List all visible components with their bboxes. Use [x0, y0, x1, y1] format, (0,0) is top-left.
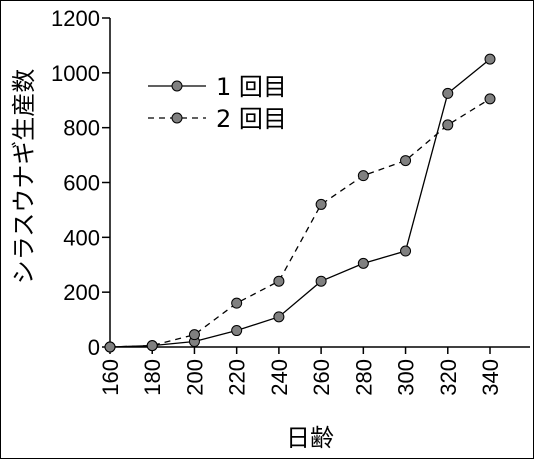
series-2-point — [315, 198, 327, 210]
y-tick-label: 1200 — [51, 6, 100, 31]
y-tick-label: 800 — [63, 116, 100, 141]
x-tick-label: 180 — [140, 359, 165, 396]
x-tick-label: 260 — [309, 359, 334, 396]
series-line-1 — [109, 58, 491, 348]
series-2-point — [273, 275, 285, 287]
legend-marker-1 — [171, 80, 183, 92]
series-1-point — [442, 87, 454, 99]
y-tick-label: 1000 — [51, 61, 100, 86]
legend: 1 回目 2 回目 — [148, 73, 287, 133]
y-tick-label: 0 — [88, 335, 100, 360]
x-ticks: 160 180 200 220 240 260 280 300 320 340 — [98, 347, 503, 396]
x-tick-label: 220 — [225, 359, 250, 396]
series-1-point — [231, 325, 243, 337]
series-1-point — [484, 53, 496, 65]
series-2-point — [231, 297, 243, 309]
x-tick-label: 200 — [182, 359, 207, 396]
y-tick-label: 600 — [63, 171, 100, 196]
axes — [109, 18, 530, 348]
y-ticks: 0 200 400 600 800 1000 1200 — [51, 6, 110, 360]
series-2-point — [188, 329, 200, 341]
legend-label-1: 1 回目 — [216, 73, 287, 101]
x-tick-label: 240 — [267, 359, 292, 396]
series-2-point — [400, 155, 412, 167]
series-lines — [109, 58, 491, 348]
y-tick-label: 200 — [63, 280, 100, 305]
series-1-point — [357, 257, 369, 269]
y-tick-label: 400 — [63, 225, 100, 250]
legend-marker-2 — [171, 112, 183, 124]
series-2-point — [146, 340, 158, 352]
x-tick-label: 340 — [478, 359, 503, 396]
series-2-point — [484, 93, 496, 105]
series-line-2 — [109, 98, 491, 348]
legend-label-2: 2 回目 — [216, 105, 287, 133]
x-axis-label: 日齢 — [286, 424, 334, 452]
x-tick-label: 160 — [98, 359, 123, 396]
series-2-point — [442, 119, 454, 131]
series-2-point — [104, 341, 116, 353]
series-1-point — [315, 275, 327, 287]
series-1-point — [273, 311, 285, 323]
series-1-point — [400, 245, 412, 257]
series-2-point — [357, 170, 369, 182]
y-axis-label: シラスウナギ生産数 — [10, 69, 38, 285]
x-tick-label: 300 — [394, 359, 419, 396]
x-tick-label: 320 — [436, 359, 461, 396]
x-tick-label: 280 — [351, 359, 376, 396]
series-points — [104, 53, 496, 353]
